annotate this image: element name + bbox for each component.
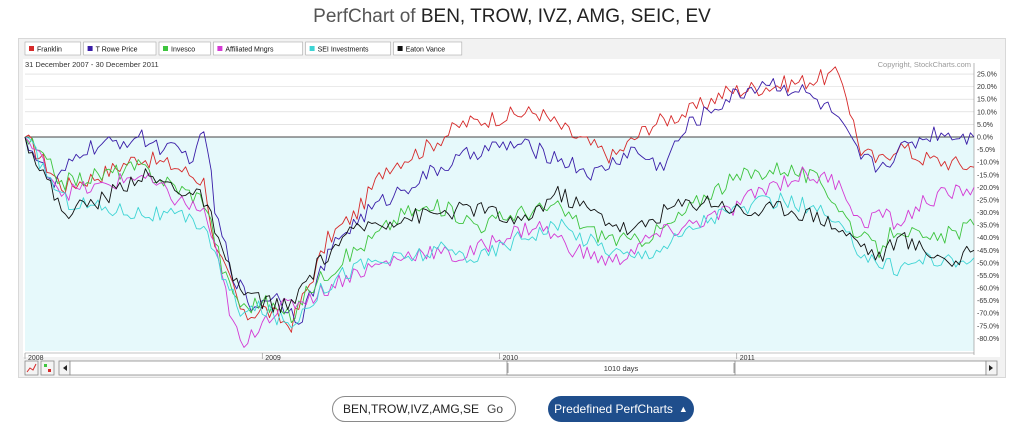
legend-item-box[interactable] xyxy=(393,41,463,56)
legend-item[interactable]: Affiliated Mngrs xyxy=(213,41,303,56)
legend-label: Invesco xyxy=(171,47,195,54)
scroll-right-icon xyxy=(989,365,993,371)
y-tick-label: 25.0% xyxy=(977,72,997,79)
histogram-red-block xyxy=(48,369,51,372)
x-tick-label: 2010 xyxy=(503,355,519,362)
y-tick-label: -30.0% xyxy=(977,210,999,217)
go-button[interactable]: Go xyxy=(486,402,503,416)
x-axis: 2008 2009 2010 2011 xyxy=(24,352,974,362)
y-tick-label: 15.0% xyxy=(977,97,997,104)
y-tick-label: -20.0% xyxy=(977,185,999,192)
page-title: PerfChart of BEN, TROW, IVZ, AMG, SEIC, … xyxy=(0,6,1024,28)
legend-item-box[interactable] xyxy=(213,41,303,56)
perfchart-frame: 25.0% 20.0% 15.0% 10.0% 5.0% 0.0% -5.0% -10.0% -… xyxy=(18,38,1006,378)
chart-view-toggle-icon[interactable] xyxy=(24,360,39,376)
legend-swatch xyxy=(29,46,34,51)
histogram-view-icon[interactable] xyxy=(40,360,55,376)
legend-item-box[interactable] xyxy=(158,41,211,56)
legend: Franklin T Rowe Price Invesco Affiliated Mn… xyxy=(24,41,463,56)
y-tick-label: -5.0% xyxy=(977,147,995,154)
legend-item-box[interactable] xyxy=(24,41,81,56)
series-line xyxy=(24,66,975,333)
legend-item[interactable]: T Rowe Price xyxy=(83,41,157,56)
line-view-icon xyxy=(26,363,37,373)
page-title-symbols: BEN, TROW, IVZ, AMG, SEIC, EV xyxy=(420,6,711,27)
legend-item[interactable]: Franklin xyxy=(24,41,81,56)
x-tick-label: 2011 xyxy=(740,355,755,362)
zero-line xyxy=(25,63,975,355)
y-tick-label: 0.0% xyxy=(977,134,993,141)
y-tick-label: -65.0% xyxy=(977,298,999,305)
y-tick-label: 5.0% xyxy=(977,122,993,129)
y-tick-label: 10.0% xyxy=(977,109,997,116)
page-title-prefix: PerfChart of xyxy=(313,6,421,27)
y-tick-label: -15.0% xyxy=(977,172,999,179)
predefined-perfcharts-button[interactable]: Predefined PerfCharts ▲ xyxy=(548,396,694,422)
y-tick-label: -75.0% xyxy=(977,323,999,330)
legend-label: SEI Investments xyxy=(318,47,369,54)
legend-item[interactable]: SEI Investments xyxy=(305,41,391,56)
y-tick-label: -35.0% xyxy=(977,223,999,230)
legend-label: Affiliated Mngrs xyxy=(225,47,274,54)
series-line xyxy=(24,136,975,314)
y-tick-label: -80.0% xyxy=(977,336,999,343)
legend-label: Franklin xyxy=(37,47,62,54)
chart-controls: BEN,TROW,IVZ,AMG,SEIC,EV Go Predefined P… xyxy=(0,396,1024,426)
y-tick-label: -25.0% xyxy=(977,197,999,204)
histogram-green-block xyxy=(44,364,47,367)
y-tick-label: -55.0% xyxy=(977,273,999,280)
below-zero-shade xyxy=(25,136,974,351)
legend-swatch xyxy=(397,46,403,51)
legend-swatch xyxy=(217,46,223,51)
scroll-thumb[interactable] xyxy=(506,360,736,376)
scroll-left-icon xyxy=(63,365,67,371)
y-tick-label: -10.0% xyxy=(977,160,999,167)
legend-swatch xyxy=(309,46,315,51)
legend-label: T Rowe Price xyxy=(96,47,138,54)
date-range-label: 31 December 2007 - 30 December 2011 xyxy=(25,60,159,69)
chevron-up-icon: ▲ xyxy=(678,404,688,414)
series-line xyxy=(24,136,975,348)
legend-item[interactable]: Invesco xyxy=(158,41,211,56)
perfchart-svg: 25.0% 20.0% 15.0% 10.0% 5.0% 0.0% -5.0% -10.0% -… xyxy=(23,41,1000,376)
symbols-input-value[interactable]: BEN,TROW,IVZ,AMG,SEIC,EV xyxy=(343,402,479,416)
y-tick-label: -45.0% xyxy=(977,248,999,255)
legend-label: Eaton Vance xyxy=(406,47,446,54)
x-tick-label: 2008 xyxy=(28,355,44,362)
y-axis-ticks: 25.0% 20.0% 15.0% 10.0% 5.0% 0.0% -5.0% -10.0% -… xyxy=(977,72,999,343)
series-lines xyxy=(24,66,975,348)
copyright-label: Copyright, StockCharts.com xyxy=(878,60,971,69)
series-line xyxy=(24,78,975,325)
y-tick-label: -50.0% xyxy=(977,260,999,267)
legend-swatch xyxy=(163,46,168,51)
days-label: 1010 days xyxy=(604,364,639,373)
legend-item-box[interactable] xyxy=(305,41,391,56)
legend-swatch xyxy=(87,46,93,51)
y-tick-label: -70.0% xyxy=(977,311,999,318)
y-tick-label: -40.0% xyxy=(977,235,999,242)
legend-item[interactable]: Eaton Vance xyxy=(393,41,463,56)
series-line xyxy=(24,136,975,324)
y-tick-label: -60.0% xyxy=(977,286,999,293)
symbols-input[interactable]: BEN,TROW,IVZ,AMG,SEIC,EV Go xyxy=(332,396,516,422)
y-tick-label: 20.0% xyxy=(977,84,997,91)
series-line xyxy=(24,136,975,329)
bottom-toolbar: 1010 days xyxy=(24,360,998,376)
x-tick-label: 2009 xyxy=(265,355,281,362)
negative-shading xyxy=(25,136,974,351)
predefined-perfcharts-label: Predefined PerfCharts xyxy=(554,402,673,416)
legend-item-box[interactable] xyxy=(83,41,157,56)
